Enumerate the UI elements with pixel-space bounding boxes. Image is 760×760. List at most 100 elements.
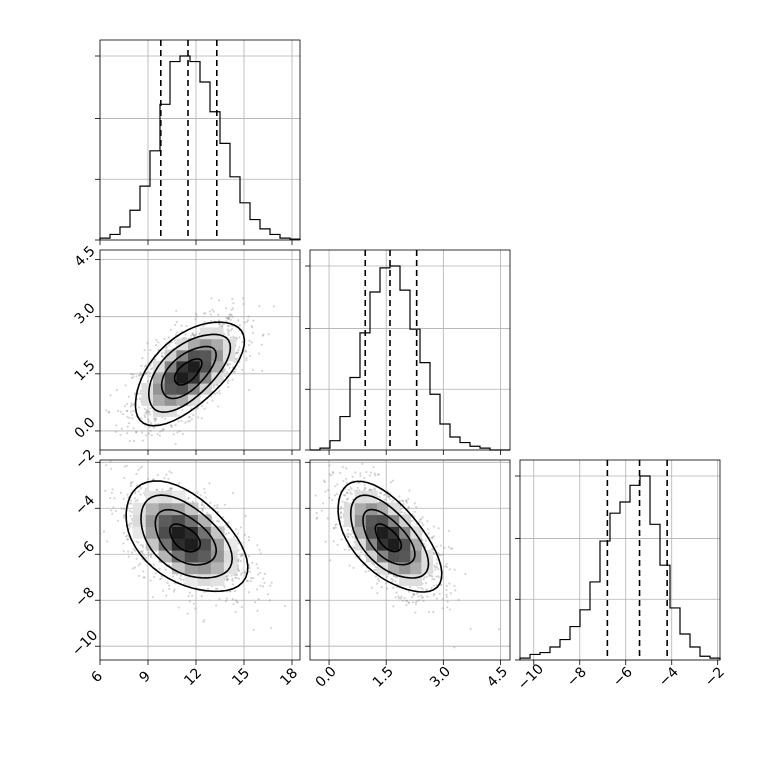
scatter-point: [336, 543, 339, 546]
density-cell: [176, 360, 189, 373]
contour-line: [134, 321, 246, 427]
scatter-point: [126, 415, 129, 418]
scatter-point: [105, 464, 108, 467]
scatter-point: [125, 464, 129, 467]
scatter-point: [141, 546, 145, 549]
scatter-point: [238, 336, 241, 339]
scatter-point: [126, 493, 129, 496]
scatter-point: [373, 488, 376, 491]
scatter-point: [124, 384, 127, 387]
scatter-point: [169, 328, 172, 332]
scatter-point: [240, 554, 244, 557]
scatter-point: [259, 552, 262, 555]
scatter-point: [394, 576, 398, 579]
scatter-point: [225, 316, 228, 320]
scatter-point: [324, 490, 327, 493]
scatter-point: [156, 474, 159, 477]
scatter-point: [433, 552, 436, 555]
scatter-point: [230, 308, 233, 311]
scatter-point: [403, 511, 406, 514]
scatter-point: [109, 460, 112, 463]
scatter-point: [270, 581, 273, 584]
scatter-point: [430, 574, 433, 577]
scatter-point: [407, 497, 410, 501]
contour-line: [125, 480, 249, 593]
density-cell: [388, 561, 400, 575]
scatter-point: [435, 565, 439, 569]
scatter-point: [258, 548, 261, 551]
scatter-point: [143, 554, 146, 557]
scatter-point: [133, 549, 137, 552]
scatter-point: [344, 477, 348, 480]
scatter-point: [426, 520, 429, 523]
scatter-point: [144, 364, 148, 367]
scatter-point: [131, 480, 134, 484]
scatter-point: [235, 351, 239, 354]
y-tick-label: −8: [72, 584, 98, 610]
density-cell: [141, 383, 154, 395]
scatter-point: [247, 555, 251, 558]
scatter-point: [391, 578, 395, 581]
scatter-point: [374, 575, 378, 578]
scatter-point: [226, 364, 229, 367]
scatter-point: [255, 588, 259, 591]
scatter-point: [137, 564, 140, 567]
scatter-point: [437, 575, 440, 578]
scatter-point: [333, 494, 337, 497]
scatter-point: [272, 305, 275, 308]
scatter-point: [142, 576, 145, 579]
scatter-point: [231, 579, 234, 582]
scatter-point: [138, 406, 141, 409]
scatter-point: [144, 434, 148, 437]
scatter-point: [257, 598, 260, 601]
scatter-point: [171, 575, 175, 578]
scatter-point: [221, 325, 224, 328]
scatter-point: [200, 595, 203, 598]
scatter-point: [126, 425, 129, 428]
scatter-point: [132, 567, 135, 570]
scatter-point: [339, 512, 342, 515]
scatter-point: [268, 599, 271, 602]
x-tick-label: −2: [702, 664, 728, 690]
density-cell: [388, 538, 400, 551]
scatter-point: [415, 592, 419, 595]
scatter-point: [126, 409, 129, 413]
density-cell: [197, 526, 212, 539]
scatter-point: [139, 390, 142, 393]
scatter-point: [180, 324, 183, 327]
scatter-point: [213, 504, 216, 507]
scatter-point: [438, 592, 441, 595]
scatter-point: [191, 332, 194, 335]
scatter-point: [418, 599, 421, 602]
density-cell: [145, 502, 160, 516]
scatter-point: [345, 498, 348, 501]
scatter-point: [405, 599, 408, 602]
scatter-point: [170, 471, 173, 474]
scatter-point: [362, 489, 366, 492]
scatter-point: [188, 591, 191, 594]
scatter-point: [146, 342, 149, 345]
scatter-point: [392, 586, 395, 589]
scatter-point: [256, 566, 259, 570]
scatter-point: [428, 574, 431, 577]
density-cell: [158, 490, 173, 504]
scatter-point: [154, 418, 157, 421]
scatter-point: [445, 588, 448, 591]
scatter-point: [237, 348, 240, 352]
scatter-point: [227, 385, 230, 389]
scatter-point: [139, 562, 142, 565]
scatter-point: [227, 531, 230, 535]
density-cell: [399, 573, 411, 587]
scatter-point: [191, 333, 194, 336]
scatter-point: [92, 401, 94, 403]
density-cell: [188, 349, 201, 362]
scatter-point: [351, 475, 354, 478]
scatter-point: [187, 496, 190, 500]
y-tick-label: 4.5: [72, 243, 99, 270]
scatter-point: [218, 323, 221, 326]
scatter-point: [186, 612, 189, 615]
scatter-point: [345, 533, 349, 536]
scatter-point: [139, 467, 142, 470]
density-cell: [164, 360, 177, 373]
scatter-point: [433, 564, 436, 567]
